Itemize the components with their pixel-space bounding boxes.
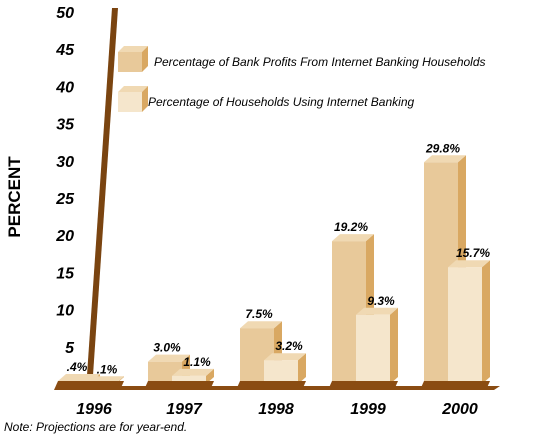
bar-profits-top (424, 155, 466, 163)
bar-households (448, 267, 482, 384)
y-tick-label: 30 (56, 154, 74, 171)
bar-profits-top (240, 321, 282, 329)
x-tick-label: 1997 (166, 401, 203, 418)
data-label-households: 9.3% (367, 294, 395, 308)
bar-households-top (264, 353, 306, 361)
legend-swatch (118, 52, 142, 72)
bar-households-base (78, 381, 124, 390)
data-label-profits: .4% (67, 360, 88, 374)
bar-households-base (168, 381, 214, 390)
x-tick-label: 1998 (258, 401, 294, 418)
y-tick-label: 5 (65, 340, 75, 357)
y-axis-line (86, 8, 118, 390)
x-tick-label: 2000 (441, 401, 478, 418)
bar-households-base (444, 381, 490, 390)
bar-households-side (206, 368, 214, 384)
bar-households-top (172, 368, 214, 376)
bar-profits-top (332, 234, 374, 242)
bar-households (356, 314, 390, 384)
legend-swatch-side (142, 46, 148, 72)
bar-households-side (482, 260, 490, 384)
y-tick-label: 25 (55, 191, 75, 208)
data-label-households: 1.1% (183, 355, 211, 369)
x-tick-label: 1999 (350, 401, 386, 418)
y-tick-label: 45 (55, 42, 75, 59)
bar-households (172, 375, 206, 384)
y-axis-label: PERCENT (5, 156, 24, 238)
data-label-households: 15.7% (456, 246, 490, 260)
legend-label: Percentage of Households Using Internet … (148, 95, 414, 109)
data-label-profits: 19.2% (334, 220, 368, 234)
legend-swatch-top (118, 86, 148, 92)
data-label-households: .1% (97, 362, 118, 376)
bar-households (264, 360, 298, 384)
y-tick-label: 40 (55, 79, 74, 96)
y-tick-label: 20 (55, 228, 74, 245)
legend-swatch-side (142, 86, 148, 112)
footnote: Note: Projections are for year-end. (4, 420, 188, 434)
legend-label: Percentage of Bank Profits From Internet… (154, 55, 486, 69)
y-tick-label: 50 (56, 5, 74, 22)
y-tick-label: 10 (56, 303, 74, 320)
y-tick-label: 35 (56, 117, 75, 134)
bar-households-side (298, 353, 306, 384)
data-label-profits: 3.0% (153, 341, 181, 355)
data-label-profits: 7.5% (245, 307, 273, 321)
legend-swatch-top (118, 46, 148, 52)
bar-households-top (448, 260, 490, 268)
data-label-households: 3.2% (275, 339, 303, 353)
bar-households-side (390, 307, 398, 384)
bar-households-base (260, 381, 306, 390)
y-tick-label: 15 (56, 265, 75, 282)
legend-swatch (118, 92, 142, 112)
x-tick-label: 1996 (76, 401, 112, 418)
bar-households-top (356, 307, 398, 315)
bar-profits-top (148, 354, 190, 362)
bar-households-base (352, 381, 398, 390)
data-label-profits: 29.8% (425, 141, 460, 155)
